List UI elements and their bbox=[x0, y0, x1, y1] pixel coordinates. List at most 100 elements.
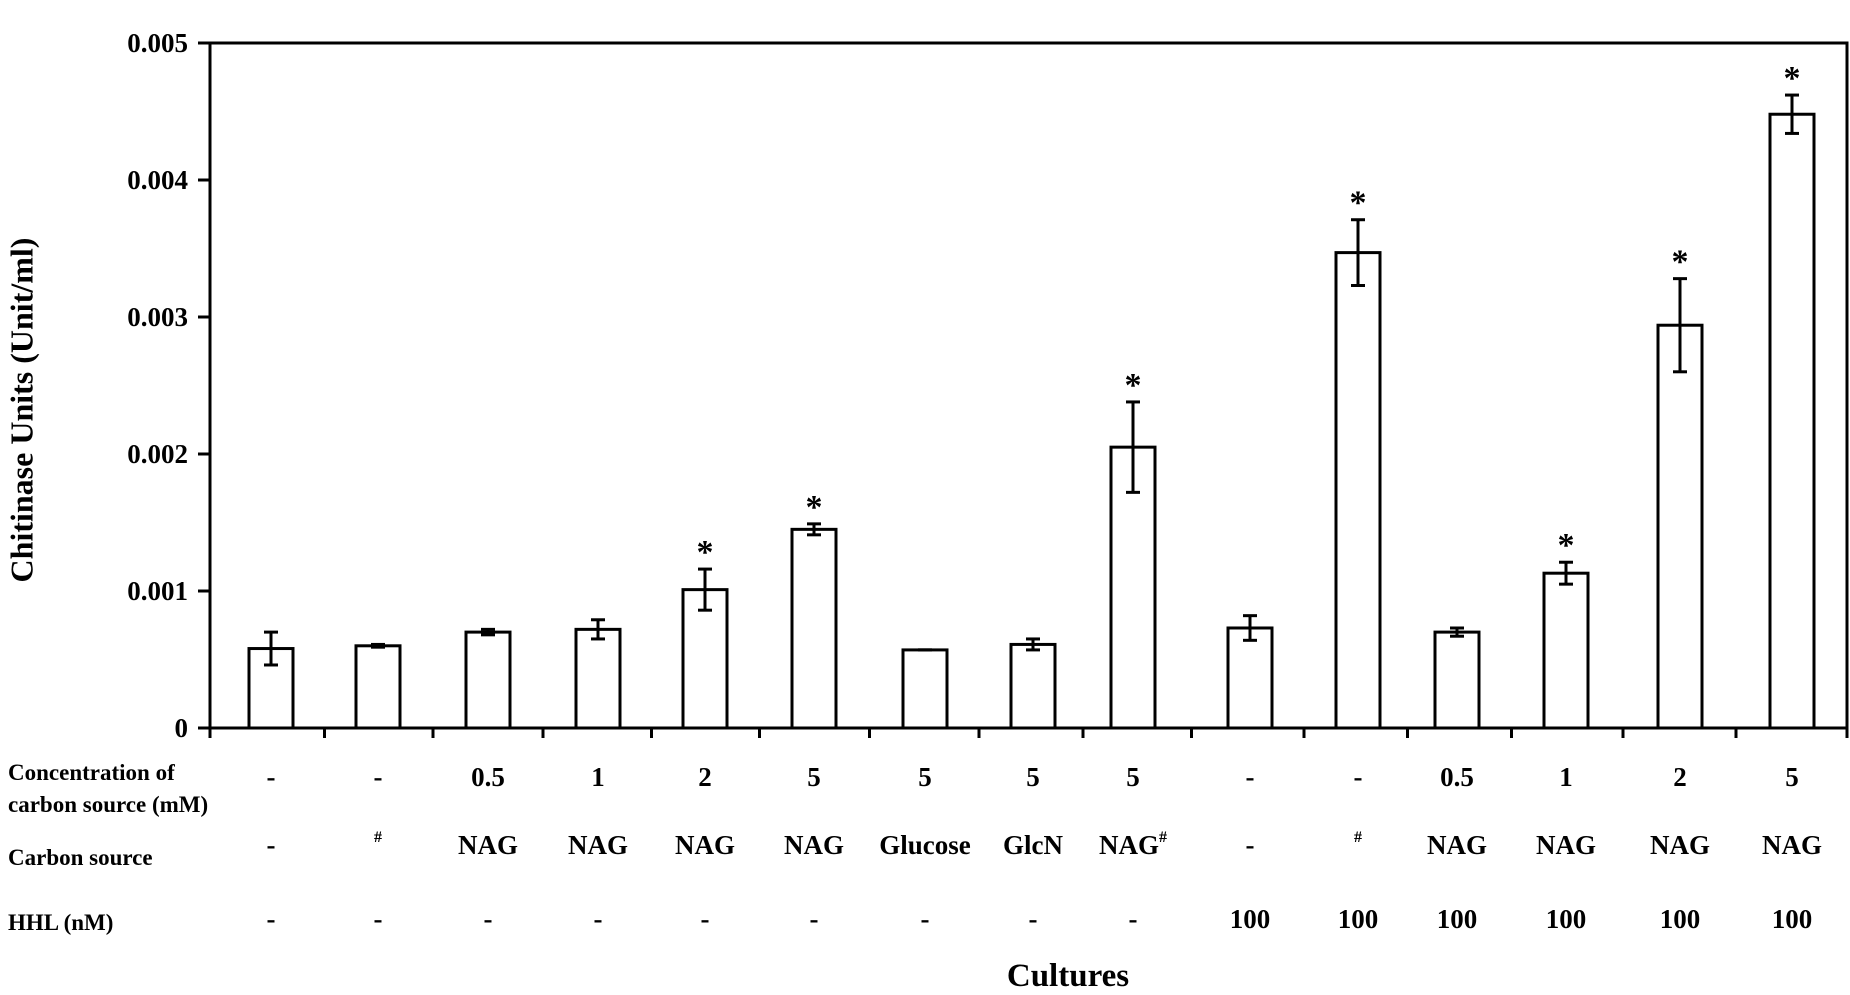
table-cell-text: 5 bbox=[1126, 762, 1140, 792]
table-cell: # bbox=[1354, 829, 1362, 861]
table-cell-superscript: # bbox=[1159, 829, 1167, 846]
table-cell-text: Glucose bbox=[879, 830, 971, 860]
table-cell-text: 1 bbox=[1559, 762, 1573, 792]
table-cell-text: 2 bbox=[1673, 762, 1687, 792]
table-cell-text: NAG bbox=[675, 830, 735, 860]
table-row-label: HHL (nM) bbox=[8, 907, 113, 939]
y-axis-label-text: Chitinase Units (Unit/ml) bbox=[3, 237, 40, 583]
bar bbox=[574, 627, 622, 730]
table-cell: 5 bbox=[1126, 762, 1140, 793]
table-cell: - bbox=[267, 830, 276, 861]
significance-asterisk: * bbox=[1350, 185, 1367, 222]
bar bbox=[1009, 642, 1057, 730]
table-row-label: Carbon source bbox=[8, 842, 153, 874]
table-cell: - bbox=[921, 904, 930, 935]
y-tick-label: 0.002 bbox=[127, 439, 188, 469]
table-cell-text: 5 bbox=[918, 762, 932, 792]
table-cell-text: - bbox=[266, 830, 276, 860]
table-cell: NAG bbox=[1536, 830, 1596, 861]
table-cell: 100 bbox=[1338, 904, 1379, 935]
significance-asterisk: * bbox=[1784, 60, 1801, 97]
bar bbox=[901, 648, 949, 730]
table-cell: 100 bbox=[1437, 904, 1478, 935]
bar bbox=[1226, 626, 1274, 730]
plot-frame bbox=[208, 41, 1849, 730]
table-cell-text: - bbox=[700, 904, 710, 934]
y-tick-label: 0.004 bbox=[127, 165, 188, 195]
table-cell: 100 bbox=[1546, 904, 1587, 935]
bar bbox=[1433, 630, 1481, 730]
table-cell-text: - bbox=[373, 904, 383, 934]
table-cell: - bbox=[267, 904, 276, 935]
significance-asterisk: * bbox=[697, 534, 714, 571]
table-cell-text: - bbox=[373, 762, 383, 792]
table-cell-text: 5 bbox=[1026, 762, 1040, 792]
table-cell-text: NAG bbox=[1099, 830, 1159, 860]
table-cell: 0.5 bbox=[1440, 762, 1474, 793]
table-cell: - bbox=[1246, 830, 1255, 861]
significance-asterisk: * bbox=[1125, 367, 1142, 404]
table-cell-text: - bbox=[1353, 762, 1363, 792]
table-row-label: Concentration of carbon source (mM) bbox=[8, 757, 208, 821]
table-cell: - bbox=[1129, 904, 1138, 935]
table-cell-text: - bbox=[809, 904, 819, 934]
table-cell: 100 bbox=[1660, 904, 1701, 935]
table-cell-text: 100 bbox=[1659, 904, 1701, 934]
table-cell-text: NAG bbox=[1650, 830, 1710, 860]
table-cell-text: 0.5 bbox=[471, 762, 505, 792]
table-cell: 1 bbox=[591, 762, 605, 793]
table-cell: NAG bbox=[1427, 830, 1487, 861]
table-cell: 5 bbox=[1785, 762, 1799, 793]
table-cell: - bbox=[1246, 762, 1255, 793]
table-cell-text: - bbox=[593, 904, 603, 934]
table-cell-text: - bbox=[483, 904, 493, 934]
bar bbox=[1768, 112, 1816, 730]
table-cell: 2 bbox=[1673, 762, 1687, 793]
table-cell: - bbox=[267, 762, 276, 793]
bar bbox=[1334, 251, 1382, 730]
table-cell: 5 bbox=[1026, 762, 1040, 793]
table-cell-text: NAG bbox=[1762, 830, 1822, 860]
table-cell: - bbox=[594, 904, 603, 935]
table-cell-text: - bbox=[266, 762, 276, 792]
table-row-label-line: Concentration of bbox=[8, 760, 175, 785]
table-cell: 100 bbox=[1230, 904, 1271, 935]
table-cell-text: - bbox=[1128, 904, 1138, 934]
significance-asterisk: * bbox=[1558, 527, 1575, 564]
table-cell: - bbox=[484, 904, 493, 935]
table-cell-text: 100 bbox=[1436, 904, 1478, 934]
bar bbox=[464, 630, 512, 730]
table-cell: NAG bbox=[1650, 830, 1710, 861]
y-tick-label: 0.003 bbox=[127, 302, 188, 332]
table-cell-text: - bbox=[920, 904, 930, 934]
y-tick-label: 0.001 bbox=[127, 576, 188, 606]
table-cell-text: 1 bbox=[591, 762, 605, 792]
y-tick-label: 0 bbox=[175, 713, 189, 743]
table-cell: NAG bbox=[458, 830, 518, 861]
table-cell-text: 5 bbox=[1785, 762, 1799, 792]
table-cell: - bbox=[374, 904, 383, 935]
table-row-label-line: carbon source (mM) bbox=[8, 792, 209, 817]
table-cell: NAG bbox=[784, 830, 844, 861]
significance-asterisk: * bbox=[806, 489, 823, 526]
table-cell: 1 bbox=[1559, 762, 1573, 793]
table-cell: - bbox=[1354, 762, 1363, 793]
y-tick-label: 0.005 bbox=[127, 28, 188, 58]
table-cell: 0.5 bbox=[471, 762, 505, 793]
table-cell: NAG bbox=[568, 830, 628, 861]
table-cell: 100 bbox=[1772, 904, 1813, 935]
bar bbox=[790, 527, 838, 730]
bar bbox=[1542, 571, 1590, 730]
table-cell-text: NAG bbox=[784, 830, 844, 860]
bar bbox=[1109, 445, 1157, 730]
table-cell: 2 bbox=[698, 762, 712, 793]
table-cell-text: 5 bbox=[807, 762, 821, 792]
x-axis-label: Cultures bbox=[1006, 958, 1130, 994]
table-cell-text: - bbox=[1245, 830, 1255, 860]
table-cell-text: 100 bbox=[1337, 904, 1379, 934]
table-cell-superscript: # bbox=[374, 829, 382, 846]
table-cell: NAG bbox=[1762, 830, 1822, 861]
table-row-label-line: HHL (nM) bbox=[8, 910, 114, 935]
table-cell: 5 bbox=[807, 762, 821, 793]
